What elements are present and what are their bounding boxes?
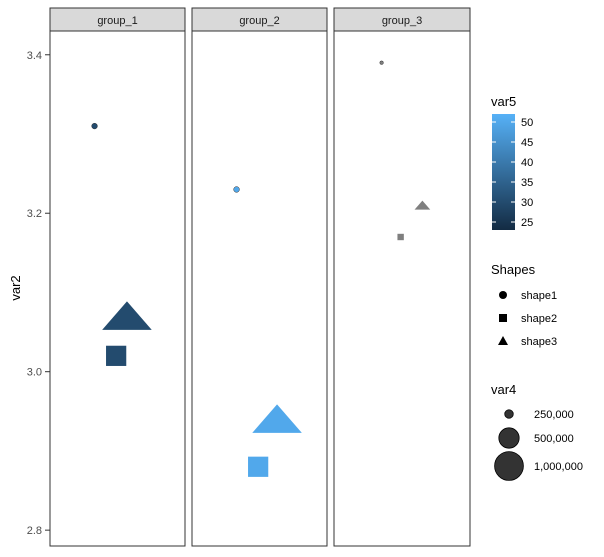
- data-point-group_1-shape3: [102, 301, 152, 330]
- y-axis: 2.8 3.0 3.2 3.4: [27, 50, 50, 537]
- legend-var5-title: var5: [491, 94, 516, 109]
- facet-panels: group_1 group_2 group_3: [49, 7, 471, 547]
- data-points: [91, 60, 431, 477]
- colorbar-label: 50: [521, 117, 533, 129]
- legend-label-shape1: shape1: [521, 290, 557, 302]
- data-point-group_1-shape1: [91, 122, 98, 130]
- colorbar: [492, 114, 515, 230]
- legend-key-shape2: [499, 314, 507, 322]
- y-tick-label: 3.2: [27, 208, 42, 220]
- legend-size-key: [494, 451, 524, 481]
- legend-shapes: Shapes shape1 shape2 shape3: [491, 262, 557, 348]
- legend-shapes-title: Shapes: [491, 262, 536, 277]
- facet-strip-label: group_1: [97, 15, 137, 27]
- data-point-group_3-shape3: [414, 200, 431, 210]
- facet-strip-label: group_3: [382, 15, 422, 27]
- legend-key-shape3: [498, 336, 508, 345]
- data-point-group_3-shape2: [397, 233, 404, 241]
- colorbar-label: 45: [521, 137, 533, 149]
- legend-var4: var4 250,000 500,000 1,000,000: [491, 382, 583, 481]
- data-point-group_3-shape1: [379, 60, 384, 65]
- facet-panel: [49, 30, 186, 547]
- colorbar-label: 25: [521, 217, 533, 229]
- legend-size-key: [504, 409, 514, 419]
- legend-label-shape3: shape3: [521, 336, 557, 348]
- colorbar-label: 30: [521, 197, 533, 209]
- legend-size-key: [498, 427, 520, 449]
- y-tick-label: 3.0: [27, 367, 42, 379]
- colorbar-label: 35: [521, 177, 533, 189]
- data-point-group_2-shape1: [233, 186, 240, 193]
- legend-key-shape1: [499, 291, 507, 299]
- data-point-group_2-shape3: [252, 404, 302, 433]
- facet-panel: [191, 30, 328, 547]
- legend-label-shape2: shape2: [521, 313, 557, 325]
- colorbar-label: 40: [521, 157, 533, 169]
- legend-size-label: 250,000: [534, 409, 574, 421]
- legend-var5: var5 25 30 35 40 45 50: [491, 94, 533, 230]
- y-tick-label: 2.8: [27, 525, 42, 537]
- legend-size-label: 1,000,000: [534, 461, 583, 473]
- data-point-group_2-shape2: [248, 456, 269, 477]
- facet-panel: [333, 30, 471, 547]
- legend-var4-title: var4: [491, 382, 516, 397]
- y-tick-label: 3.4: [27, 50, 42, 62]
- y-axis-title: var2: [8, 275, 23, 300]
- data-point-group_1-shape2: [106, 345, 127, 366]
- legend-size-label: 500,000: [534, 433, 574, 445]
- facet-strip-label: group_2: [239, 15, 279, 27]
